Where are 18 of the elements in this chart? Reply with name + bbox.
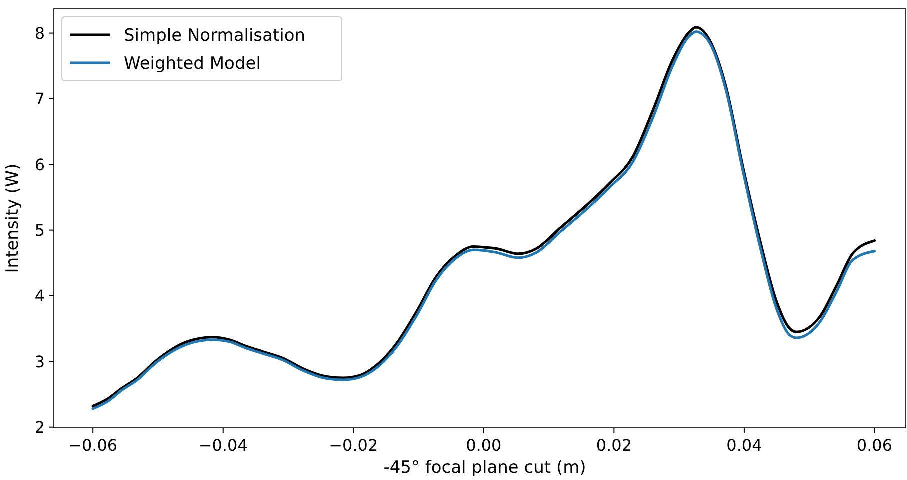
y-tick-label: 2 [34, 418, 45, 437]
y-tick-label: 3 [34, 352, 45, 372]
x-axis-title: -45° focal plane cut (m) [384, 458, 586, 478]
x-tick-label: 0.02 [596, 436, 632, 455]
y-tick-label: 6 [34, 155, 45, 174]
y-tick-label: 7 [34, 90, 45, 109]
x-tick-label: 0.00 [466, 436, 502, 455]
y-tick-label: 4 [34, 286, 45, 306]
legend-label: Weighted Model [124, 54, 261, 74]
x-tick-label: −0.02 [329, 436, 378, 455]
y-tick-label: 5 [34, 220, 45, 240]
y-tick-label: 8 [34, 24, 45, 43]
x-tick-label: −0.04 [198, 436, 248, 455]
x-tick-label: −0.06 [68, 436, 118, 455]
y-axis-title: Intensity (W) [3, 164, 23, 274]
x-tick-label: 0.04 [726, 436, 762, 455]
legend-label: Simple Normalisation [124, 26, 306, 46]
x-tick-label: 0.06 [856, 436, 893, 455]
